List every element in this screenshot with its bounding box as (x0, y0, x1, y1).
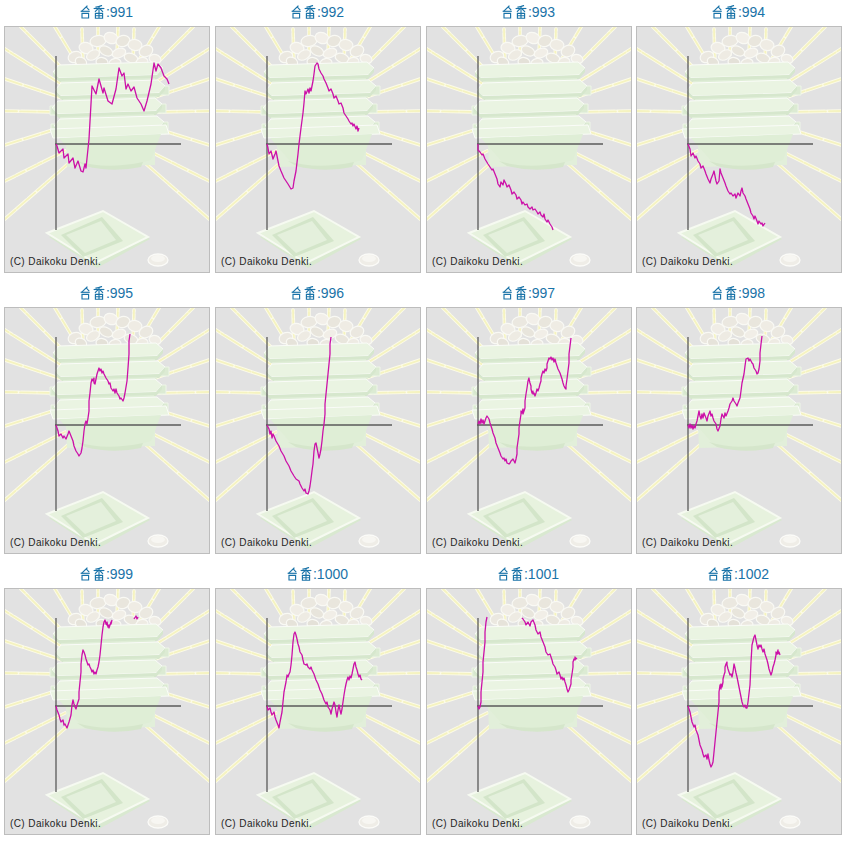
copyright-label: (C) Daikoku Denki. (221, 256, 312, 267)
machine-cell: :999 (C) Daikoku Denki. (0, 562, 211, 843)
machine-title-link[interactable]: :1000 (211, 566, 422, 583)
kanji-daiban-label-icon (289, 5, 317, 19)
slump-graph-panel: (C) Daikoku Denki. (4, 588, 210, 835)
slump-line (56, 616, 138, 728)
slump-graph-panel: (C) Daikoku Denki. (426, 588, 632, 835)
slump-line (56, 334, 130, 456)
machine-cell: :995 (C) Daikoku Denki. (0, 281, 211, 562)
slump-graph (5, 308, 209, 553)
slump-graph-panel: (C) Daikoku Denki. (426, 307, 632, 554)
machine-title-link[interactable]: :991 (0, 4, 211, 21)
slump-graph-panel: (C) Daikoku Denki. (636, 588, 842, 835)
machine-title-link[interactable]: :996 (211, 285, 422, 302)
kanji-daiban-label-icon (706, 567, 734, 581)
machine-cell: :992 (C) Daikoku Denki. (211, 0, 422, 281)
machine-title-link[interactable]: :995 (0, 285, 211, 302)
machine-cell: :998 (C) Daikoku Denki. (632, 281, 843, 562)
slump-graph (427, 589, 631, 834)
slump-graph (216, 589, 420, 834)
copyright-label: (C) Daikoku Denki. (432, 256, 523, 267)
machine-number: :995 (106, 285, 133, 301)
machine-number: :991 (106, 4, 133, 20)
slump-line (267, 632, 362, 728)
slump-graph-panel: (C) Daikoku Denki. (636, 26, 842, 273)
slump-graph-panel: (C) Daikoku Denki. (636, 307, 842, 554)
machine-cell: :1002 (C) Daikoku Denki. (632, 562, 843, 843)
copyright-label: (C) Daikoku Denki. (10, 256, 101, 267)
machine-cell: :997 (C) Daikoku Denki. (422, 281, 633, 562)
machine-cell: :993 (C) Daikoku Denki. (422, 0, 633, 281)
machine-number: :993 (528, 4, 555, 20)
machine-cell: :991 (C) Daikoku Denki. (0, 0, 211, 281)
slump-line (267, 63, 359, 189)
slump-graph-panel: (C) Daikoku Denki. (4, 26, 210, 273)
kanji-daiban-label-icon (710, 5, 738, 19)
slump-graph-panel: (C) Daikoku Denki. (426, 26, 632, 273)
slump-line (267, 337, 331, 494)
machine-number: :1002 (734, 566, 769, 582)
slump-graph (216, 308, 420, 553)
machine-number: :997 (528, 285, 555, 301)
slump-graph (427, 27, 631, 272)
machine-cell: :1001 (C) Daikoku Denki. (422, 562, 633, 843)
machine-cell: :996 (C) Daikoku Denki. (211, 281, 422, 562)
machine-cell: :994 (C) Daikoku Denki. (632, 0, 843, 281)
machine-number: :1000 (313, 566, 348, 582)
slump-line (56, 63, 169, 172)
machine-number: :992 (317, 4, 344, 20)
slump-graph-panel: (C) Daikoku Denki. (215, 26, 421, 273)
copyright-label: (C) Daikoku Denki. (221, 818, 312, 829)
machine-number: :994 (738, 4, 765, 20)
slump-graph (427, 308, 631, 553)
copyright-label: (C) Daikoku Denki. (221, 537, 312, 548)
slump-graph-panel: (C) Daikoku Denki. (215, 307, 421, 554)
slump-line (478, 144, 553, 230)
machine-title-link[interactable]: :1001 (422, 566, 633, 583)
machine-title-link[interactable]: :992 (211, 4, 422, 21)
copyright-label: (C) Daikoku Denki. (432, 537, 523, 548)
copyright-label: (C) Daikoku Denki. (10, 537, 101, 548)
slump-line (478, 338, 571, 464)
slump-graph (637, 27, 841, 272)
slump-graph (5, 589, 209, 834)
copyright-label: (C) Daikoku Denki. (642, 818, 733, 829)
slump-graph-panel: (C) Daikoku Denki. (4, 307, 210, 554)
kanji-daiban-label-icon (78, 567, 106, 581)
kanji-daiban-label-icon (285, 567, 313, 581)
kanji-daiban-label-icon (500, 5, 528, 19)
slump-graph (637, 308, 841, 553)
slump-line (478, 617, 577, 709)
machine-title-link[interactable]: :1002 (632, 566, 843, 583)
copyright-label: (C) Daikoku Denki. (10, 818, 101, 829)
machine-title-link[interactable]: :994 (632, 4, 843, 21)
machine-title-link[interactable]: :997 (422, 285, 633, 302)
machine-cell: :1000 (C) Daikoku Denki. (211, 562, 422, 843)
kanji-daiban-label-icon (78, 5, 106, 19)
kanji-daiban-label-icon (500, 286, 528, 300)
machine-number: :999 (106, 566, 133, 582)
kanji-daiban-label-icon (496, 567, 524, 581)
slump-line (688, 336, 762, 431)
machine-title-link[interactable]: :999 (0, 566, 211, 583)
copyright-label: (C) Daikoku Denki. (642, 537, 733, 548)
machine-number: :1001 (524, 566, 559, 582)
copyright-label: (C) Daikoku Denki. (642, 256, 733, 267)
machine-grid: :991 (C) Daikoku Denki. :992 (C) Daikoku… (0, 0, 843, 843)
slump-graph (637, 589, 841, 834)
machine-title-link[interactable]: :998 (632, 285, 843, 302)
slump-line (688, 635, 780, 767)
slump-graph (216, 27, 420, 272)
slump-line (688, 144, 765, 226)
machine-number: :996 (317, 285, 344, 301)
machine-number: :998 (738, 285, 765, 301)
kanji-daiban-label-icon (289, 286, 317, 300)
slump-graph (5, 27, 209, 272)
copyright-label: (C) Daikoku Denki. (432, 818, 523, 829)
machine-title-link[interactable]: :993 (422, 4, 633, 21)
slump-graph-panel: (C) Daikoku Denki. (215, 588, 421, 835)
kanji-daiban-label-icon (710, 286, 738, 300)
kanji-daiban-label-icon (78, 286, 106, 300)
